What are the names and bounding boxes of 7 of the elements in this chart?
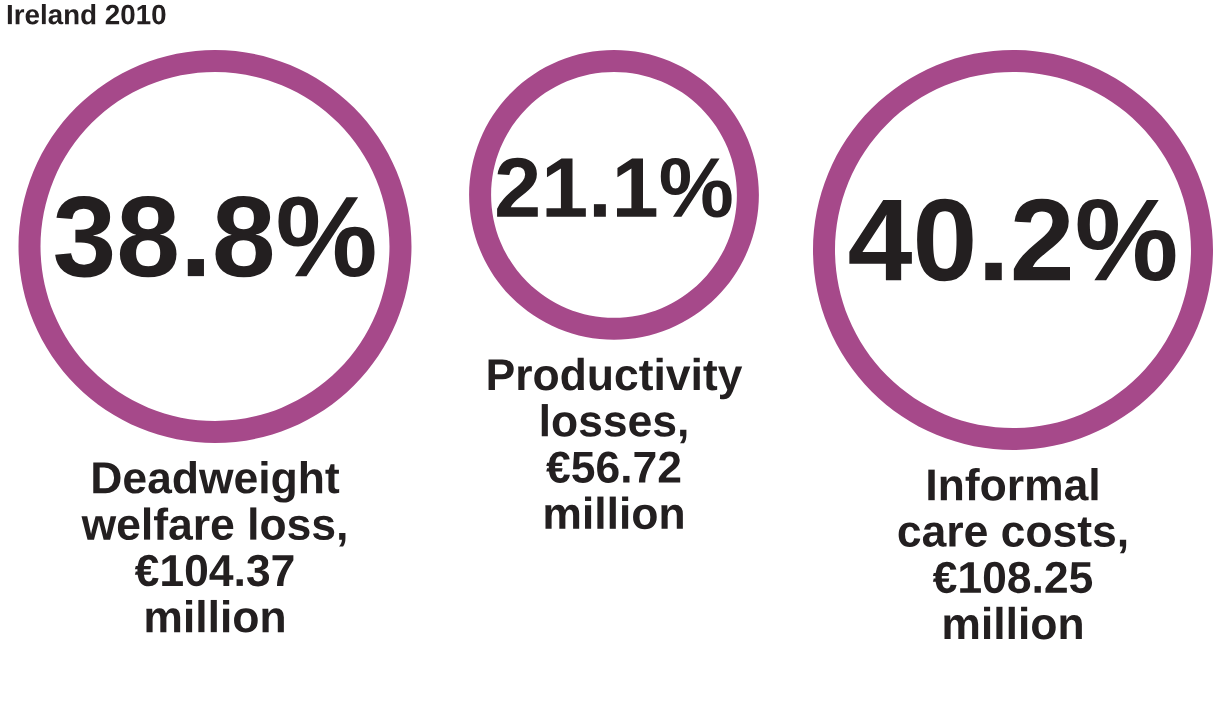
category-label: Informal care costs, €108.25 million xyxy=(898,468,1127,640)
text: Ireland 2010 xyxy=(7,4,166,25)
category-label: Deadweight welfare loss, €104.37 million xyxy=(81,460,346,633)
category-label: Productivity losses, €56.72 million xyxy=(488,357,743,530)
data-label: 40.2% xyxy=(849,198,1176,282)
data-label: 38.8% xyxy=(55,196,375,278)
data-label: 21.1% xyxy=(497,157,732,218)
